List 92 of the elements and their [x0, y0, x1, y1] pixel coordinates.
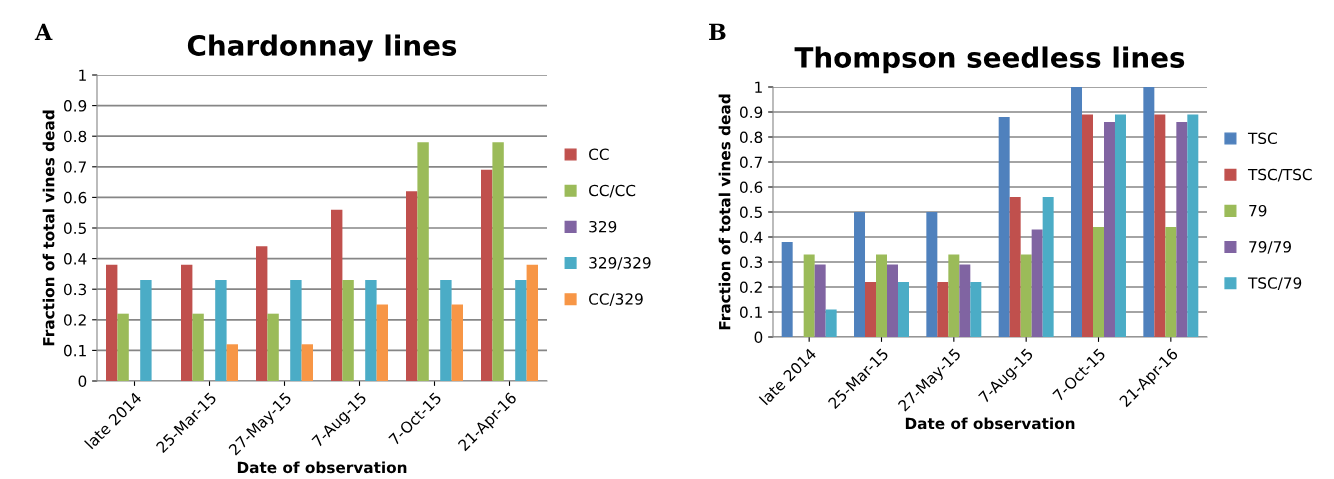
y-tick-label: 0.6 [739, 181, 763, 194]
legend-label: TSC/79 [1247, 277, 1302, 290]
bar [970, 282, 982, 337]
y-tick-label: 0.3 [739, 256, 763, 269]
legend-label: CC [589, 148, 609, 161]
bar [1093, 227, 1104, 337]
bar [781, 242, 793, 337]
y-tick-label: 0.6 [63, 191, 87, 204]
bar [1042, 197, 1054, 337]
y-tick-label: 0.2 [739, 281, 762, 294]
y-tick-label: 1 [79, 69, 86, 81]
bar [1176, 122, 1188, 337]
bar [1020, 254, 1032, 337]
bar [226, 344, 238, 381]
y-tick-label: 0.5 [739, 206, 762, 219]
bar [406, 191, 418, 381]
text: B [709, 23, 726, 40]
legend-label: CC/329 [589, 293, 643, 306]
bar [440, 280, 452, 381]
bar [937, 282, 949, 337]
chart-title: Chardonnay lines [187, 34, 457, 62]
legend-label: 329/329 [589, 257, 651, 270]
y-tick-label: 0.1 [739, 306, 762, 319]
bar [876, 254, 887, 337]
y-tick-label: 0 [754, 331, 763, 344]
bar [117, 313, 129, 381]
bar [267, 313, 279, 381]
bar [865, 282, 876, 337]
bar [998, 117, 1010, 337]
bar [451, 304, 463, 381]
bar [215, 280, 227, 381]
y-tick-label: 0.8 [63, 130, 87, 143]
legend-label: CC/CC [589, 184, 636, 198]
bar [1009, 197, 1021, 337]
legend-label: TSC [1247, 132, 1277, 145]
bar [1082, 114, 1093, 337]
text: A [34, 23, 53, 40]
bar [948, 254, 960, 337]
y-tick-label: 0.9 [739, 106, 763, 119]
y-axis-title: Fraction of total vines dead [718, 94, 731, 330]
bar [1187, 114, 1199, 337]
bar [1143, 87, 1155, 337]
bar [1104, 122, 1115, 337]
bar [417, 142, 429, 381]
bar [926, 212, 938, 337]
y-tick-label: 0.4 [739, 231, 763, 244]
y-tick-label: 0.3 [63, 283, 87, 296]
y-tick-label: 0.9 [63, 100, 87, 112]
bar [959, 264, 971, 337]
y-tick-label: 0.8 [739, 131, 763, 144]
bar [526, 264, 538, 381]
legend-label: TSC/TSC [1247, 168, 1312, 182]
bar [290, 280, 302, 381]
legend-label: 79 [1249, 204, 1267, 217]
bar [515, 280, 527, 381]
bar [825, 309, 837, 337]
bar [1165, 227, 1177, 337]
bar [887, 264, 898, 337]
y-tick-label: 0.4 [63, 253, 87, 265]
bar [803, 254, 815, 337]
bar [1031, 229, 1043, 337]
bar [342, 280, 354, 381]
bar [140, 280, 152, 381]
bar [331, 209, 343, 381]
chart-title: Thompson seedless lines [794, 46, 1185, 74]
bar [376, 304, 388, 381]
bar [814, 264, 826, 337]
legend-label: 329 [589, 220, 617, 233]
bar [365, 280, 377, 381]
bar [1154, 114, 1166, 337]
y-tick-label: 0.1 [63, 344, 86, 357]
bar [192, 313, 204, 381]
y-tick-label: 0.7 [63, 161, 86, 173]
x-axis-title: Date of observation [237, 461, 407, 474]
bar [106, 264, 118, 381]
bar [492, 142, 504, 381]
bar [1114, 114, 1126, 337]
y-axis-title: Fraction of total vines dead [42, 110, 55, 346]
bar [1071, 87, 1083, 337]
bar [256, 246, 268, 381]
x-axis-title: Date of observation [905, 417, 1075, 430]
bar [897, 282, 909, 337]
bar [481, 169, 493, 381]
y-tick-label: 1 [755, 81, 762, 93]
bar [854, 212, 866, 337]
legend-label: 79/79 [1249, 241, 1291, 254]
y-tick-label: 0 [78, 375, 87, 388]
y-tick-label: 0.5 [63, 222, 86, 235]
y-tick-label: 0.2 [63, 314, 86, 326]
y-tick-label: 0.7 [739, 156, 762, 169]
bar [301, 344, 313, 381]
bar [181, 264, 193, 381]
